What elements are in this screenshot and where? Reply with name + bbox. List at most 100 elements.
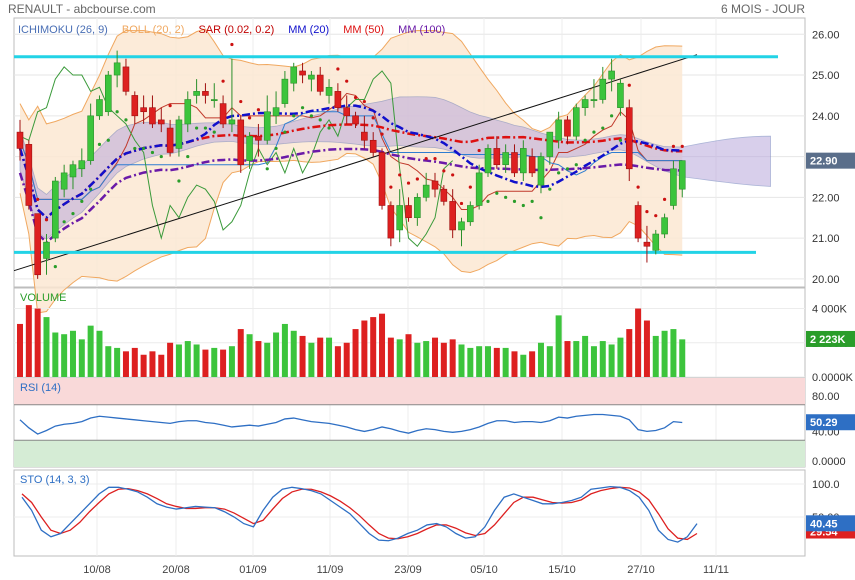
sar-dot: [124, 118, 128, 122]
candle-body: [617, 82, 624, 108]
volume-bar: [69, 330, 76, 377]
candle-body: [131, 95, 139, 117]
candle-body: [43, 241, 50, 259]
sar-dot: [62, 220, 66, 224]
sar-dot: [680, 144, 684, 148]
sar-dot: [71, 212, 75, 216]
volume-bar: [449, 339, 456, 377]
candle-body: [175, 119, 183, 149]
volume-bar: [34, 308, 41, 377]
candle-body: [105, 74, 112, 113]
candle-body: [555, 119, 562, 141]
volume-bar: [493, 347, 500, 377]
candle-body: [564, 119, 571, 137]
volume-bar: [343, 342, 350, 377]
rsi-oversold-zone: [14, 440, 805, 467]
rsi-last-marker: [806, 414, 855, 431]
volume-bar: [334, 346, 341, 377]
volume-bar: [387, 337, 394, 377]
volume-bar: [326, 337, 333, 377]
sar-dot: [247, 116, 252, 120]
candle-body: [87, 115, 94, 161]
sar-dot: [239, 99, 243, 104]
sar-dot: [97, 142, 102, 146]
volume-bar: [679, 339, 686, 377]
candle-body: [405, 205, 412, 219]
volume-bar: [635, 308, 642, 377]
volume-bar: [193, 344, 200, 377]
x-axis-label: 10/08: [83, 564, 111, 576]
volume-bar: [432, 337, 439, 377]
volume-bar: [573, 341, 580, 377]
volume-last-label: 2 223K: [810, 334, 846, 346]
candle-body: [431, 180, 439, 190]
rsi-overbought-zone: [14, 378, 805, 405]
sar-dot: [380, 132, 384, 136]
volume-bar: [122, 351, 129, 377]
volume-bar: [78, 339, 85, 377]
candle-body: [449, 201, 456, 231]
sar-dot: [150, 150, 155, 155]
candle-body: [228, 119, 236, 125]
candle-body: [493, 148, 501, 166]
stochastic-d-line: [21, 486, 698, 541]
bollinger-lower-line: [19, 152, 683, 314]
volume-bar: [211, 347, 218, 377]
volume-bar: [670, 329, 677, 377]
ichimoku-chikou-line: [19, 66, 454, 247]
volume-bar: [590, 346, 597, 377]
sar-dot: [142, 146, 146, 151]
sar-dot: [362, 99, 366, 104]
volume-bar: [661, 330, 668, 377]
volume-bar: [273, 332, 280, 377]
indicator-label: MM (100): [398, 24, 445, 36]
volume-bar: [423, 341, 430, 377]
x-axis-label: 01/09: [239, 564, 267, 576]
candle-body: [361, 131, 368, 141]
sar-dot: [486, 199, 490, 204]
volume-bar: [220, 349, 227, 377]
volume-bar: [370, 317, 377, 377]
sar-dot: [389, 185, 393, 189]
candle-body: [246, 135, 253, 161]
candle-body: [166, 127, 174, 153]
candle-body: [149, 107, 156, 125]
sar-dot: [406, 181, 411, 185]
volume-bar: [599, 341, 606, 377]
sar-dot: [221, 79, 225, 83]
volume-bar: [652, 335, 659, 377]
volume-bar: [484, 346, 491, 377]
price-tick-label: 22.00: [812, 192, 840, 204]
volume-bar: [87, 325, 94, 377]
candle-body: [475, 172, 483, 206]
volume-bar: [202, 349, 209, 377]
candle-body: [537, 156, 545, 186]
volume-bar: [131, 347, 138, 377]
sar-dot: [521, 203, 525, 208]
volume-bar: [299, 335, 306, 377]
volume-bar: [529, 351, 536, 377]
candle-body: [634, 205, 642, 239]
volume-bar: [25, 305, 32, 377]
volume-bar: [228, 346, 235, 377]
volume-bar: [564, 341, 571, 377]
sar-dot: [300, 106, 305, 110]
candle-body: [520, 148, 527, 174]
sar-dot: [80, 199, 84, 204]
sar-dot: [610, 114, 614, 118]
volume-bar: [414, 342, 421, 377]
sar-dot: [662, 197, 667, 201]
sar-dot: [398, 173, 402, 177]
volume-bar: [405, 334, 412, 377]
candle-body: [502, 152, 509, 166]
sar-dot: [627, 83, 631, 87]
sar-dot: [574, 163, 578, 167]
volume-title: VOLUME: [20, 292, 66, 304]
candle-body: [122, 66, 130, 92]
candle-body: [299, 70, 306, 76]
volume-bar: [467, 347, 474, 377]
sar-dot: [433, 157, 437, 161]
candle-body: [60, 172, 68, 190]
sar-dot: [36, 197, 40, 201]
candle-body: [334, 91, 342, 108]
